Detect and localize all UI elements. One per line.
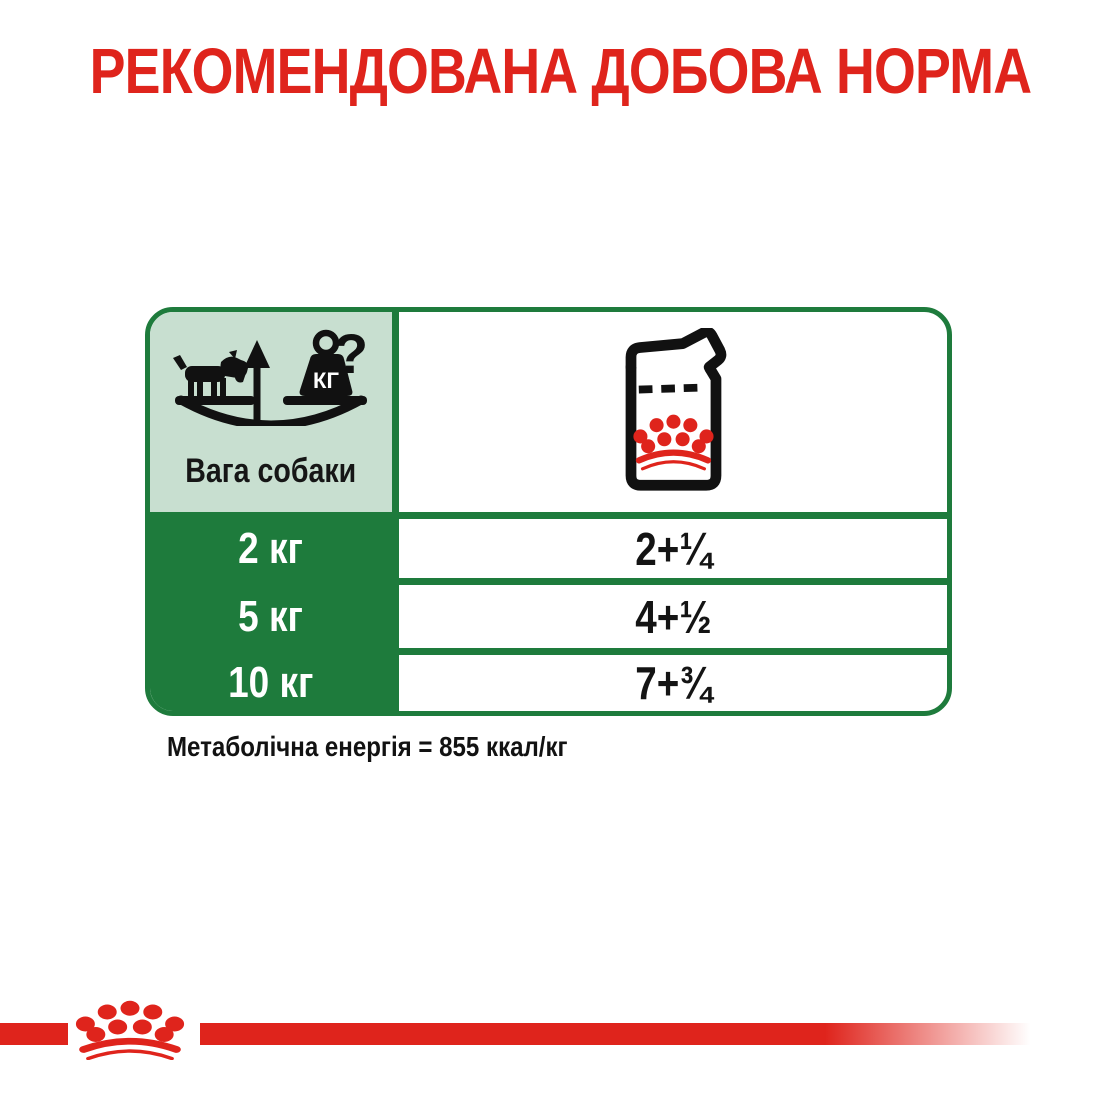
question-mark-icon: ? [334, 326, 368, 385]
row-separator [399, 578, 947, 585]
royal-canin-crown-icon [633, 414, 714, 471]
red-divider-line-left [0, 1023, 68, 1045]
column-divider [392, 312, 399, 711]
dog-weight-scale-icon: КГ ? [173, 326, 368, 426]
food-pouch-icon [625, 328, 727, 491]
weight-column-background [150, 512, 392, 711]
table-row-weight: 5 кг [238, 591, 304, 641]
metabolic-energy-note: Метаболічна енергія = 855 ккал/кг [167, 731, 568, 762]
table-row-weight: 2 кг [238, 523, 304, 573]
weight-header-cell: КГ ? Вага собаки [150, 312, 392, 512]
table-row-amount: 4+½ [634, 590, 712, 643]
kg-weight-icon: КГ [299, 329, 353, 396]
weight-column-label: Вага собаки [185, 452, 357, 490]
row-separator [399, 512, 947, 519]
table-row-amount: 7+¾ [634, 657, 712, 709]
table-row-weight: 10 кг [228, 658, 314, 707]
kg-label: КГ [313, 368, 339, 393]
tear-dashed-line [638, 383, 703, 394]
row-separator [399, 648, 947, 655]
table-row-amount: 2+¼ [634, 522, 712, 575]
dog-icon [173, 350, 249, 396]
page-title: РЕКОМЕНДОВАНА ДОБОВА НОРМА [89, 35, 1032, 107]
pouch-header-cell [399, 312, 947, 512]
red-divider-line [200, 1023, 1093, 1045]
feeding-table: КГ ? Вага собаки [145, 307, 952, 716]
royal-canin-crown-logo [75, 1000, 185, 1060]
